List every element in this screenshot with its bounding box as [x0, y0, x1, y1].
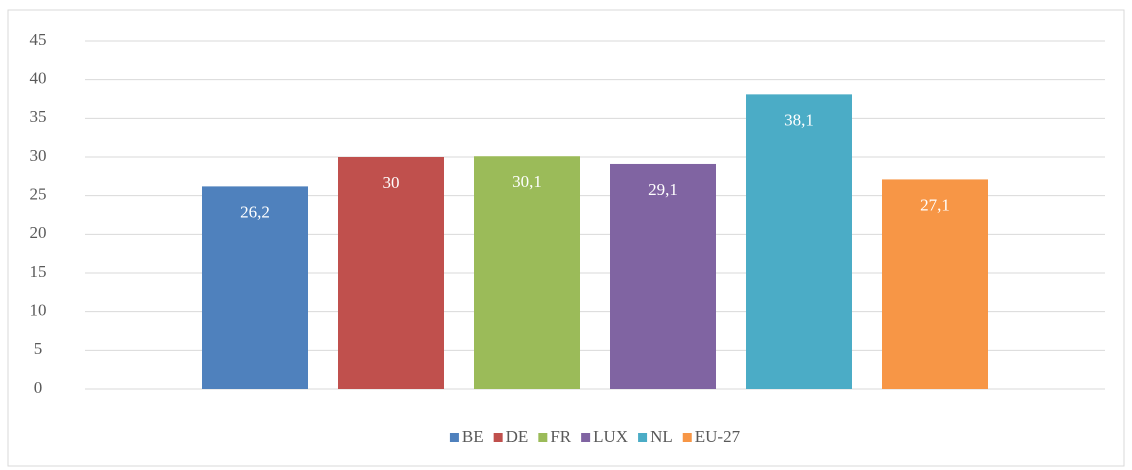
legend-swatch — [638, 433, 648, 442]
y-tick-label: 10 — [30, 301, 47, 320]
data-label: 27,1 — [920, 195, 950, 214]
bar — [882, 179, 988, 389]
y-tick-label: 35 — [30, 107, 47, 126]
legend-label: EU-27 — [695, 427, 741, 446]
y-tick-label: 0 — [34, 378, 43, 397]
legend-swatch — [538, 433, 548, 442]
data-label: 30,1 — [512, 172, 542, 191]
y-tick-label: 15 — [30, 262, 47, 281]
data-label: 38,1 — [784, 110, 814, 129]
y-tick-label: 30 — [30, 146, 47, 165]
legend-swatch — [682, 433, 692, 442]
legend-label: BE — [462, 427, 484, 446]
y-tick-label: 25 — [30, 185, 47, 204]
y-tick-label: 40 — [30, 69, 47, 88]
legend-label: DE — [506, 427, 529, 446]
bar — [474, 156, 580, 389]
data-label: 26,2 — [240, 202, 270, 221]
data-label: 30 — [383, 173, 400, 192]
bar — [338, 157, 444, 389]
legend-swatch — [449, 433, 459, 442]
bar — [746, 94, 852, 390]
y-tick-label: 5 — [34, 339, 43, 358]
data-label: 29,1 — [648, 180, 678, 199]
bar — [610, 163, 716, 389]
legend-swatch — [493, 433, 503, 442]
y-tick-label: 20 — [30, 223, 47, 242]
bar — [202, 186, 308, 389]
y-tick-label: 45 — [30, 30, 47, 49]
legend-label: FR — [550, 427, 571, 446]
legend-swatch — [581, 433, 591, 442]
legend-label: LUX — [593, 427, 628, 446]
legend-label: NL — [650, 427, 673, 446]
